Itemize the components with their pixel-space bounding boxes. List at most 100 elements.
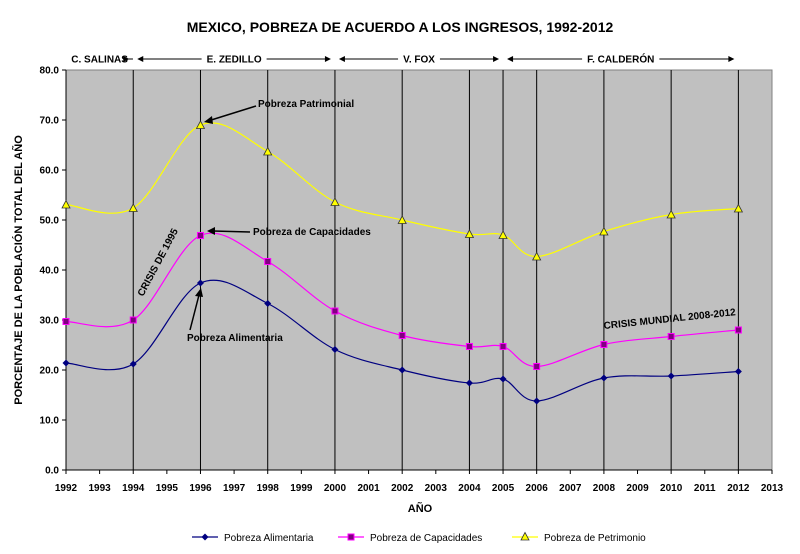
point-petrimonio-1994 [128, 203, 138, 212]
period-arrow-head [137, 56, 144, 62]
legend-label-alimentaria: Pobreza Alimentaria [224, 533, 314, 544]
point-capacidades-2004 [465, 343, 473, 350]
y-tick-label: 0.0 [45, 466, 59, 477]
point-petrimonio-1996 [195, 120, 206, 129]
point-capacidades-2010 [667, 333, 675, 340]
point-alimentaria-2000 [331, 346, 339, 353]
x-tick-label: 2005 [492, 483, 515, 494]
x-tick-label: 2003 [425, 483, 448, 494]
x-tick-label: 2007 [559, 483, 582, 494]
y-tick-label: 80.0 [40, 66, 60, 77]
point-petrimonio-2006 [532, 251, 542, 261]
x-tick-label: 2013 [761, 483, 784, 494]
point-capacidades-2012 [734, 326, 742, 334]
x-tick-label: 1994 [122, 483, 145, 494]
period-label: E. ZEDILLO [207, 55, 262, 66]
point-capacidades-2006 [533, 363, 541, 370]
period-arrow-head [338, 56, 345, 62]
period-label: V. FOX [403, 55, 435, 66]
period-label: C. SALINAS [71, 55, 128, 66]
point-alimentaria-1998 [264, 300, 272, 307]
x-tick-label: 2001 [357, 483, 380, 494]
point-alimentaria-2010 [667, 372, 675, 380]
period-arrow-head [507, 56, 514, 62]
x-axis-title: AÑO [408, 502, 433, 515]
period-arrow-head [324, 56, 331, 62]
x-tick-label: 2010 [660, 483, 683, 494]
legend-item-petrimonio: Pobreza de Petrimonio [512, 531, 646, 544]
x-tick-label: 2002 [391, 483, 414, 494]
plot-area [65, 69, 773, 471]
legend-marker-petrimonio [520, 531, 530, 541]
annotation-alimentaria: Pobreza Alimentaria [187, 288, 283, 344]
point-alimentaria-2004 [465, 379, 473, 387]
point-petrimonio-2000 [330, 197, 340, 206]
annotation-capacidades: Pobreza de Capacidades [207, 227, 371, 238]
series-line-0 [65, 279, 739, 402]
legend-marker-alimentaria [201, 533, 209, 541]
presidential-periods: C. SALINAS E. ZEDILLO V. FOX F. CALDERÓN [71, 53, 735, 66]
x-tick-label: 2012 [727, 483, 750, 494]
x-tick-label: 1997 [223, 483, 246, 494]
legend-item-capacidades: Pobreza de Capacidades [338, 533, 482, 544]
chart-title: MEXICO, POBREZA DE ACUERDO A LOS INGRESO… [187, 19, 614, 35]
point-petrimonio-2008 [599, 226, 609, 236]
legend-label-capacidades: Pobreza de Capacidades [370, 533, 482, 544]
point-capacidades-2008 [600, 341, 608, 348]
x-tick-label: 2000 [324, 483, 347, 494]
point-alimentaria-2005 [499, 375, 507, 383]
legend-marker-capacidades [347, 533, 355, 541]
period-label: F. CALDERÓN [587, 53, 654, 66]
legend: Pobreza Alimentaria Pobreza de Capacidad… [192, 531, 646, 544]
point-petrimonio-1992 [61, 199, 71, 209]
y-tick-label: 40.0 [40, 266, 60, 277]
x-tick-label: 2004 [458, 483, 481, 494]
period-arrow-head [728, 56, 735, 62]
x-tick-label: 1992 [55, 483, 78, 494]
point-alimentaria-1996 [196, 279, 204, 287]
x-tick-label: 2011 [694, 483, 716, 494]
point-petrimonio-2012 [733, 203, 744, 213]
series-markers [61, 120, 744, 405]
y-tick-label: 60.0 [40, 166, 60, 177]
annotation-patrimonial: Pobreza Patrimonial [204, 99, 354, 124]
point-alimentaria-2012 [734, 368, 742, 375]
point-petrimonio-2005 [498, 230, 508, 239]
legend-item-alimentaria: Pobreza Alimentaria [192, 533, 314, 544]
y-tick-label: 20.0 [40, 366, 60, 377]
series-line-1 [65, 232, 739, 368]
y-axis-ticks: 0.0 10.0 20.0 30.0 40.0 50.0 60.0 70.0 80.0 [40, 66, 66, 477]
point-alimentaria-1992 [62, 359, 70, 367]
point-petrimonio-2004 [464, 229, 475, 238]
x-tick-label: 1996 [189, 483, 212, 494]
x-tick-label: 1999 [290, 483, 313, 494]
point-capacidades-1992 [62, 318, 70, 325]
y-tick-label: 50.0 [40, 216, 60, 227]
annotation-capacidades-text: Pobreza de Capacidades [253, 227, 371, 238]
y-tick-label: 70.0 [40, 116, 60, 127]
point-petrimonio-2010 [666, 209, 676, 219]
point-alimentaria-2006 [533, 397, 541, 405]
point-capacidades-2002 [398, 332, 406, 339]
y-axis-title: PORCENTAJE DE LA POBLACIÓN TOTAL DEL AÑO [12, 135, 25, 405]
period-arrow-head [493, 56, 500, 62]
series-line-2 [65, 122, 739, 258]
annotation-patrimonial-text: Pobreza Patrimonial [258, 99, 354, 110]
x-tick-label: 2009 [626, 483, 649, 494]
x-axis-ticks: 1992 1993 1994 1995 1996 1997 1998 1999 2000 2001… [55, 470, 784, 494]
x-tick-label: 1995 [156, 483, 179, 494]
point-alimentaria-2002 [398, 366, 406, 374]
series-lines [65, 122, 739, 402]
y-tick-label: 10.0 [40, 416, 60, 427]
point-capacidades-2005 [499, 343, 507, 350]
x-tick-label: 2006 [526, 483, 549, 494]
x-tick-label: 1998 [257, 483, 280, 494]
point-petrimonio-1998 [263, 146, 273, 156]
annotation-alimentaria-text: Pobreza Alimentaria [187, 333, 283, 344]
point-capacidades-1994 [129, 316, 137, 324]
point-petrimonio-2002 [397, 215, 407, 224]
point-capacidades-2000 [331, 307, 339, 315]
point-alimentaria-2008 [600, 374, 608, 382]
x-tick-label: 2008 [593, 483, 616, 494]
